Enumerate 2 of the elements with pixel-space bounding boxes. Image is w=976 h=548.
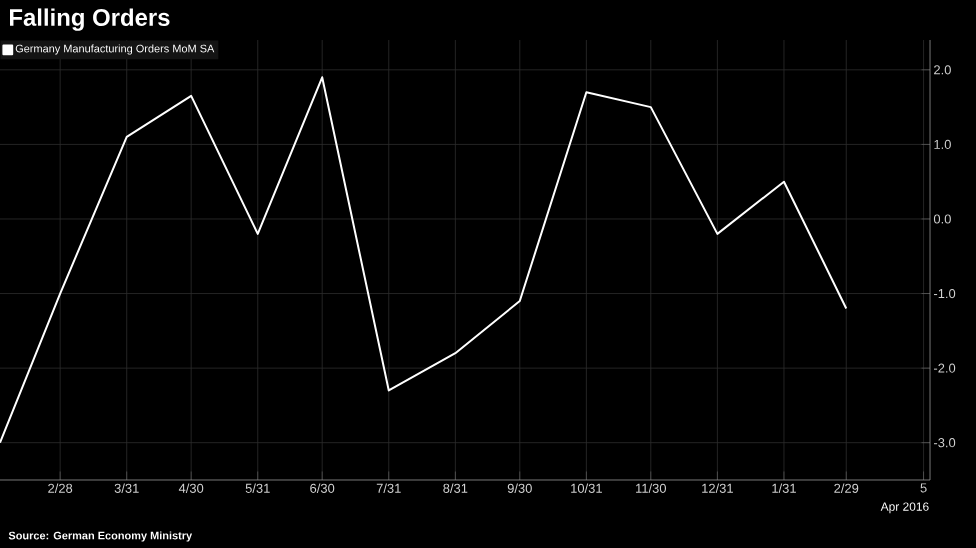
- line-series: [0, 76, 848, 444]
- chart-title: Falling Orders: [10, 8, 170, 31]
